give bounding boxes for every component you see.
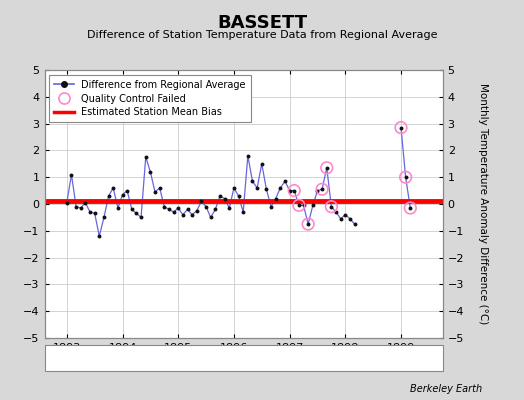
Text: ▼: ▼ <box>238 353 246 363</box>
Point <box>221 196 229 202</box>
Point <box>104 193 113 199</box>
Point <box>327 204 335 210</box>
Text: ■: ■ <box>351 353 361 363</box>
Text: BASSETT: BASSETT <box>217 14 307 32</box>
Point <box>290 187 299 194</box>
Point <box>114 205 122 211</box>
Point <box>253 185 261 191</box>
Point <box>141 154 150 160</box>
Text: ◆: ◆ <box>55 353 62 363</box>
Text: Record Gap: Record Gap <box>160 353 216 363</box>
Point <box>109 185 117 191</box>
Text: Berkeley Earth: Berkeley Earth <box>410 384 482 394</box>
Point <box>327 204 335 210</box>
Point <box>81 200 90 206</box>
Point <box>336 216 345 222</box>
Point <box>267 204 275 210</box>
Point <box>304 221 312 227</box>
Point <box>188 212 196 218</box>
Point <box>211 206 220 212</box>
Point <box>406 205 414 211</box>
Y-axis label: Monthly Temperature Anomaly Difference (°C): Monthly Temperature Anomaly Difference (… <box>478 83 488 325</box>
Point <box>281 178 289 184</box>
Point <box>406 205 414 211</box>
Point <box>401 174 410 180</box>
Point <box>286 187 294 194</box>
Point <box>258 160 266 167</box>
Point <box>202 204 210 210</box>
Point <box>72 204 80 210</box>
Point <box>304 221 312 227</box>
Point <box>351 221 359 227</box>
Point <box>248 178 257 184</box>
Point <box>239 209 247 215</box>
Text: Time of Obs. Change: Time of Obs. Change <box>252 353 353 363</box>
Point <box>244 152 252 159</box>
Point <box>86 209 94 215</box>
Point <box>397 124 405 131</box>
Point <box>294 202 303 208</box>
Point <box>271 196 280 202</box>
Point <box>318 186 326 192</box>
Point <box>146 169 155 175</box>
Point <box>397 124 405 131</box>
Point <box>234 193 243 199</box>
Point <box>169 209 178 215</box>
Point <box>294 202 303 208</box>
Text: Empirical Break: Empirical Break <box>364 353 441 363</box>
Point <box>100 214 108 221</box>
Point <box>123 187 132 194</box>
Point <box>197 198 205 204</box>
Point <box>77 205 85 211</box>
Text: Difference of Station Temperature Data from Regional Average: Difference of Station Temperature Data f… <box>87 30 437 40</box>
Point <box>151 189 159 195</box>
Point <box>160 204 169 210</box>
Point <box>225 205 234 211</box>
Point <box>137 214 145 221</box>
Point <box>401 174 410 180</box>
Point <box>346 216 354 222</box>
Point <box>179 212 187 218</box>
Point <box>128 206 136 212</box>
Point <box>132 210 140 216</box>
Text: ▲: ▲ <box>147 353 154 363</box>
Point <box>318 186 326 192</box>
Point <box>299 202 308 208</box>
Point <box>156 185 164 191</box>
Point <box>332 209 340 215</box>
Point <box>230 185 238 191</box>
Point <box>183 206 192 212</box>
Point <box>341 212 350 218</box>
Point <box>118 192 127 198</box>
Point <box>262 186 270 192</box>
Point <box>323 165 331 171</box>
Point <box>313 187 322 194</box>
Point <box>206 214 215 221</box>
Point <box>290 187 299 194</box>
Point <box>165 206 173 212</box>
Point <box>63 200 71 206</box>
Legend: Difference from Regional Average, Quality Control Failed, Estimated Station Mean: Difference from Regional Average, Qualit… <box>49 75 251 122</box>
Point <box>323 165 331 171</box>
Point <box>91 210 99 216</box>
Point <box>67 171 75 178</box>
Point <box>174 205 182 211</box>
Point <box>276 185 285 191</box>
Point <box>95 233 103 239</box>
Point <box>193 208 201 214</box>
Text: Station Move: Station Move <box>68 353 132 363</box>
Point <box>309 202 317 208</box>
Point <box>216 193 224 199</box>
